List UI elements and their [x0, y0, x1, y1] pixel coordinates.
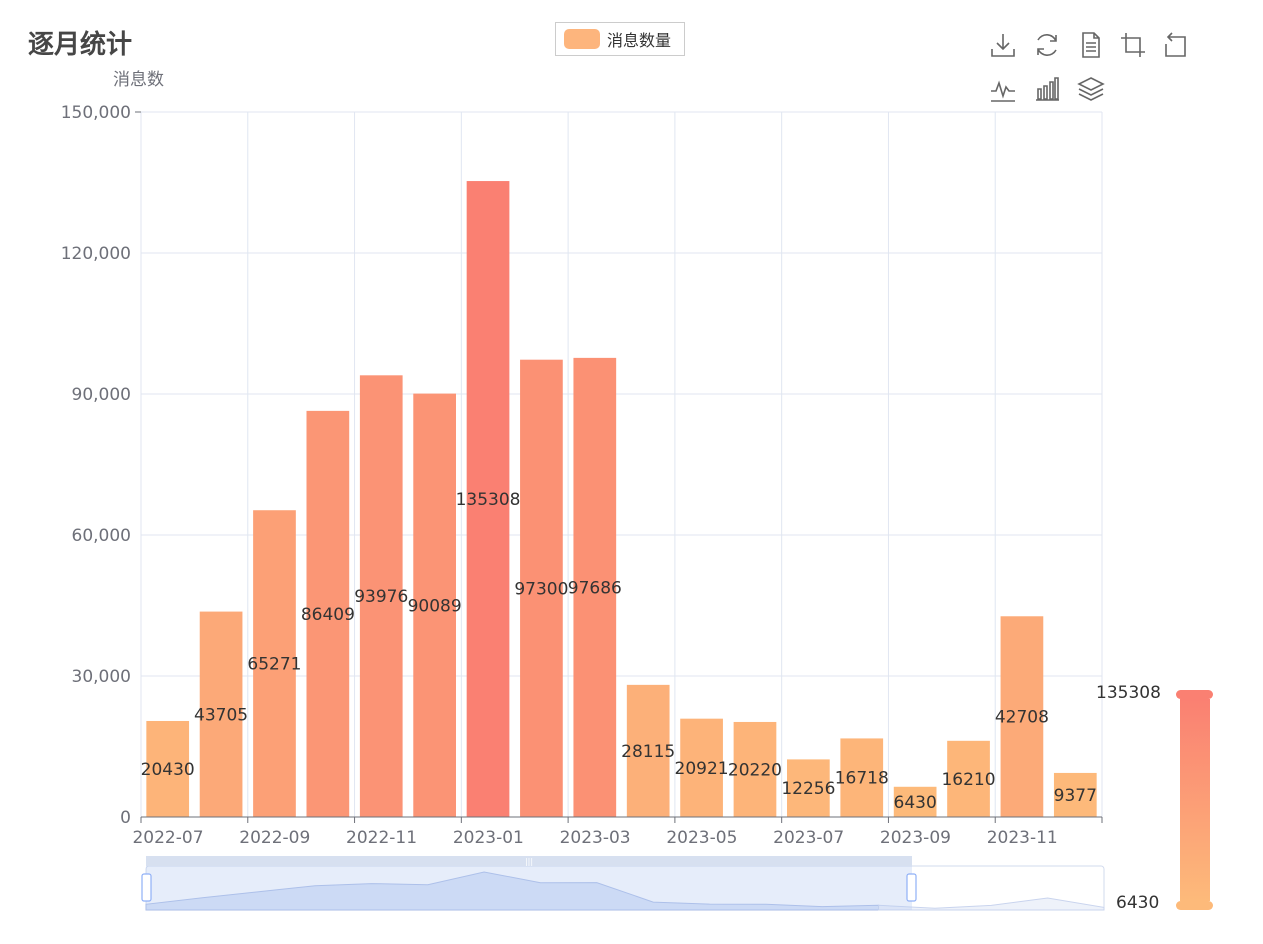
bar — [947, 740, 990, 817]
bar — [146, 720, 190, 817]
visual-map — [1176, 690, 1213, 910]
data-label: 65271 — [247, 655, 301, 675]
bar — [199, 611, 243, 817]
bar — [359, 375, 403, 817]
download-icon[interactable] — [988, 30, 1018, 60]
data-view-icon[interactable] — [1076, 30, 1106, 60]
visual-map-gradient-bar — [1180, 699, 1210, 901]
x-tick-label: 2023-09 — [880, 828, 951, 848]
bar — [573, 357, 617, 817]
bar — [306, 410, 350, 817]
bar — [1053, 772, 1097, 817]
bar — [680, 718, 723, 817]
bar — [466, 181, 510, 818]
bar — [626, 684, 670, 817]
data-label: 90089 — [408, 596, 462, 616]
move-grip-icon[interactable]: ||| — [525, 857, 533, 866]
x-tick-label: 2023-05 — [666, 828, 737, 848]
zoom-icon[interactable] — [1118, 30, 1148, 60]
y-tick-label: 30,000 — [72, 667, 131, 687]
visual-map-top-handle[interactable] — [1176, 690, 1213, 699]
legend-label: 消息数量 — [607, 31, 672, 50]
y-tick-label: 90,000 — [72, 385, 131, 405]
toolbox — [988, 30, 1198, 110]
data-zoom-selected-range[interactable] — [146, 866, 912, 910]
x-tick-label: 2023-03 — [560, 828, 631, 848]
data-label: 16210 — [941, 770, 995, 790]
data-label: 6430 — [894, 793, 937, 813]
x-tick-label: 2023-01 — [453, 828, 524, 848]
chart-title: 逐月统计 — [28, 30, 133, 60]
y-tick-label: 0 — [120, 808, 131, 828]
stack-icon[interactable] — [1076, 74, 1106, 104]
bar — [893, 786, 937, 817]
axes: 0 30,000 60,000 90,000 120,000 150,000 2022-07… — [61, 103, 1103, 848]
data-zoom-preview-outside — [878, 897, 1105, 911]
data-label: 20430 — [141, 760, 195, 780]
y-tick-label: 120,000 — [61, 244, 131, 264]
bar — [253, 510, 296, 817]
refresh-icon[interactable] — [1032, 30, 1062, 60]
y-tick-label: 150,000 — [61, 103, 131, 123]
data-label: 9377 — [1054, 786, 1097, 806]
data-zoom-preview — [145, 871, 880, 911]
visual-map-bottom-handle[interactable] — [1176, 901, 1213, 910]
data-label: 16718 — [835, 769, 889, 789]
x-tick-label: 2022-09 — [239, 828, 310, 848]
zoom-reset-icon[interactable] — [1160, 30, 1190, 60]
data-label: 97686 — [568, 578, 622, 598]
bar-chart-icon[interactable] — [1032, 74, 1062, 104]
x-tick-label: 2023-07 — [773, 828, 844, 848]
bar — [733, 721, 777, 817]
data-label: 135308 — [456, 490, 521, 510]
legend-item[interactable]: 消息数量 — [555, 22, 685, 56]
data-zoom-slider[interactable]: ||| — [141, 856, 1105, 911]
bar — [413, 393, 456, 817]
data-label: 42708 — [995, 708, 1049, 728]
data-label: 43705 — [194, 705, 248, 725]
bar — [520, 359, 563, 817]
x-tick-label: 2022-07 — [132, 828, 203, 848]
bar — [1000, 616, 1044, 817]
x-tick-label: 2023-11 — [987, 828, 1058, 848]
data-label: 28115 — [621, 742, 675, 762]
y-tick-label: 60,000 — [72, 526, 131, 546]
data-label: 20220 — [728, 760, 782, 780]
visual-map-min-label: 6430 — [1116, 893, 1160, 913]
data-zoom-left-handle[interactable] — [141, 873, 152, 902]
legend-swatch — [564, 29, 600, 49]
data-label: 12256 — [781, 779, 835, 799]
data-zoom-right-handle[interactable] — [906, 873, 917, 902]
bar — [840, 738, 884, 817]
data-label: 20921 — [675, 759, 729, 779]
x-tick-label: 2022-11 — [346, 828, 417, 848]
visual-map-max-label: 135308 — [1096, 683, 1161, 703]
bar-series — [146, 181, 1097, 818]
y-axis-label: 消息数 — [113, 70, 164, 90]
line-chart-icon[interactable] — [988, 74, 1018, 104]
data-label: 97300 — [514, 579, 568, 599]
grid-lines — [140, 111, 1103, 817]
data-label: 86409 — [301, 605, 355, 625]
bar — [787, 759, 830, 817]
data-zoom-move-bar[interactable] — [146, 856, 912, 866]
data-label: 93976 — [354, 587, 408, 607]
